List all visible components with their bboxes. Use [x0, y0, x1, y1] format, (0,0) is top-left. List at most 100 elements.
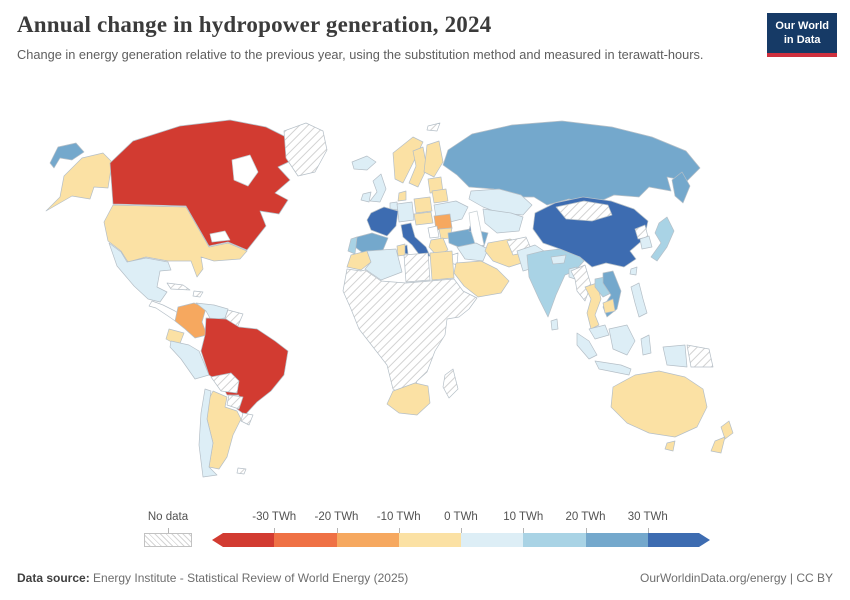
country-mongolia[interactable]	[555, 200, 613, 222]
no-data-label: No data	[147, 511, 189, 523]
country-egypt[interactable]	[429, 250, 455, 281]
country-brazil[interactable]	[200, 317, 289, 416]
data-source-label: Data source:	[17, 571, 90, 585]
country-australia-tasmania[interactable]	[664, 440, 676, 452]
legend-tick-label: 30 TWh	[627, 511, 668, 523]
country-hispaniola[interactable]	[192, 290, 204, 298]
country-madagascar[interactable]	[442, 368, 459, 399]
legend-bin-4[interactable]	[461, 533, 524, 547]
country-taiwan[interactable]	[629, 266, 638, 276]
country-sweden[interactable]	[408, 146, 428, 188]
country-greenland[interactable]	[283, 122, 328, 177]
country-ireland[interactable]	[360, 191, 372, 203]
country-chile[interactable]	[198, 388, 218, 478]
country-indonesia-sulawesi[interactable]	[640, 334, 652, 356]
country-china[interactable]	[532, 196, 649, 268]
country-papua-new-guinea[interactable]	[686, 344, 714, 368]
country-iraq-syria[interactable]	[456, 242, 489, 262]
country-africa-other[interactable]	[342, 268, 478, 397]
country-russia-chukotka[interactable]	[49, 142, 85, 169]
chart-footer: Data source: Energy Institute - Statisti…	[17, 571, 833, 585]
country-falkland-islands[interactable]	[236, 467, 247, 475]
country-uruguay[interactable]	[240, 412, 254, 426]
country-nepal[interactable]	[550, 254, 567, 265]
caspian-sea	[468, 210, 485, 248]
legend-bin-5[interactable]	[523, 533, 586, 547]
country-bolivia[interactable]	[210, 372, 240, 394]
country-indonesia-java[interactable]	[594, 360, 632, 376]
legend-tick-mark	[647, 528, 649, 533]
owid-logo[interactable]: Our World in Data	[767, 13, 837, 57]
country-new-zealand[interactable]	[710, 420, 734, 454]
country-libya[interactable]	[403, 252, 431, 283]
legend-tick-mark	[523, 528, 525, 533]
country-russia[interactable]	[442, 120, 701, 206]
no-data-swatch[interactable]	[144, 533, 192, 547]
country-saudi-arabia[interactable]	[453, 260, 510, 298]
country-indonesia-sumatra[interactable]	[576, 332, 598, 360]
country-malaysia[interactable]	[588, 324, 610, 340]
country-portugal[interactable]	[347, 236, 358, 255]
country-morocco[interactable]	[346, 250, 372, 271]
country-united-kingdom[interactable]	[369, 173, 387, 203]
country-norway[interactable]	[392, 136, 424, 184]
country-iceland[interactable]	[351, 155, 377, 171]
country-paraguay[interactable]	[226, 394, 244, 410]
world-map	[45, 119, 734, 478]
country-indonesia-borneo[interactable]	[608, 324, 636, 356]
country-united-states[interactable]	[103, 204, 248, 278]
legend-bin-6[interactable]	[585, 533, 648, 547]
country-sri-lanka[interactable]	[550, 318, 559, 331]
legend-tick-mark	[398, 528, 400, 533]
country-france[interactable]	[366, 206, 399, 237]
country-svalbard[interactable]	[426, 122, 441, 132]
great-lakes	[209, 230, 231, 243]
hudson-bay	[231, 154, 259, 187]
country-philippines[interactable]	[630, 282, 648, 318]
country-cuba[interactable]	[166, 282, 191, 291]
country-mexico[interactable]	[108, 242, 172, 303]
legend-bin-0[interactable]	[212, 533, 275, 547]
country-finland[interactable]	[423, 140, 444, 178]
country-myanmar[interactable]	[570, 264, 592, 302]
country-western-balkans[interactable]	[427, 225, 440, 239]
country-canada[interactable]	[109, 119, 296, 251]
legend-tick-label: -10 TWh	[376, 511, 421, 523]
legend-bin-2[interactable]	[336, 533, 399, 547]
country-peru[interactable]	[169, 340, 210, 380]
country-poland[interactable]	[413, 196, 433, 214]
legend-bin-3[interactable]	[398, 533, 461, 547]
country-south-korea[interactable]	[639, 235, 653, 250]
country-belarus[interactable]	[431, 188, 449, 204]
owid-logo-line1: Our World	[775, 20, 829, 32]
legend-tick-mark	[336, 528, 338, 533]
country-denmark[interactable]	[397, 190, 407, 202]
country-kazakhstan[interactable]	[468, 188, 533, 216]
owid-logo-line2: in Data	[783, 34, 821, 47]
chart-header: Annual change in hydropower generation, …	[17, 12, 740, 64]
country-russia-kamchatka[interactable]	[671, 171, 691, 204]
legend-tick-mark	[585, 528, 587, 533]
chart-subtitle: Change in energy generation relative to …	[17, 47, 704, 62]
country-australia[interactable]	[610, 370, 708, 438]
legend-bin-1[interactable]	[274, 533, 337, 547]
map-legend: No data -30 TWh -20 TWh -10 TWh 0 TWh 10 TWh…	[0, 505, 850, 560]
world-map-container	[45, 119, 734, 478]
country-south-africa[interactable]	[386, 382, 431, 416]
country-tunisia[interactable]	[396, 243, 406, 257]
country-cambodia[interactable]	[602, 298, 616, 314]
country-central-europe[interactable]	[413, 211, 434, 226]
country-germany[interactable]	[396, 201, 415, 223]
legend-tick-label: -30 TWh	[252, 511, 297, 523]
country-algeria[interactable]	[364, 248, 403, 281]
chart-title: Annual change in hydropower generation, …	[17, 12, 492, 37]
legend-tick-label: 10 TWh	[503, 511, 544, 523]
legend-bin-7[interactable]	[648, 533, 710, 547]
country-indonesia-papua[interactable]	[662, 344, 688, 368]
country-central-asia[interactable]	[482, 208, 524, 234]
credit-link[interactable]: OurWorldinData.org/energy | CC BY	[640, 571, 833, 585]
legend-color-bar	[212, 533, 710, 547]
legend-tick-labels: -30 TWh -20 TWh -10 TWh 0 TWh 10 TWh 20 TWh 30…	[212, 505, 710, 533]
country-japan[interactable]	[650, 216, 675, 262]
